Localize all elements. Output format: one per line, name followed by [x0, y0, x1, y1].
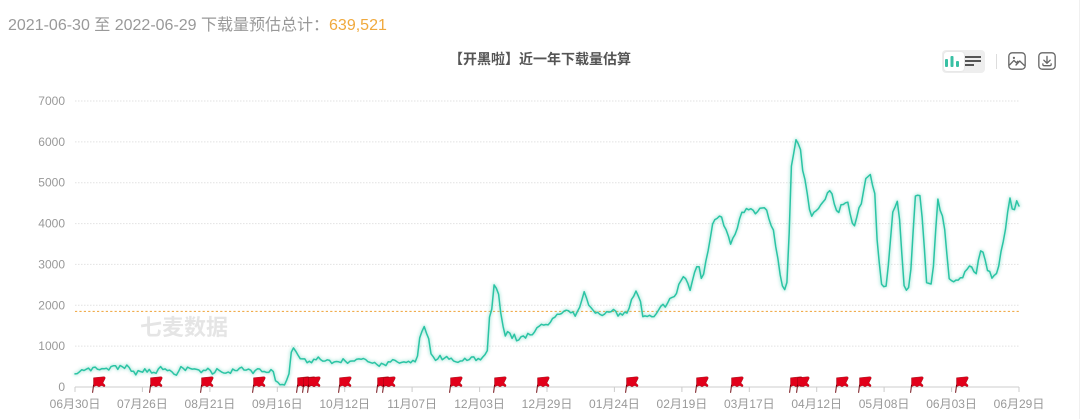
- svg-text:七麦数据: 七麦数据: [140, 315, 228, 340]
- svg-text:06月30日: 06月30日: [50, 397, 101, 411]
- svg-text:1000: 1000: [38, 339, 65, 353]
- svg-text:7000: 7000: [38, 94, 65, 108]
- svg-text:12月29日: 12月29日: [522, 397, 573, 411]
- svg-text:12月03日: 12月03日: [454, 397, 505, 411]
- svg-text:0: 0: [58, 380, 65, 394]
- svg-text:6000: 6000: [38, 135, 65, 149]
- svg-text:07月26日: 07月26日: [117, 397, 168, 411]
- svg-text:06月29日: 06月29日: [994, 397, 1045, 411]
- svg-text:06月03日: 06月03日: [926, 397, 977, 411]
- svg-text:11月07日: 11月07日: [387, 397, 437, 411]
- svg-text:10月12日: 10月12日: [319, 397, 370, 411]
- svg-text:09月16日: 09月16日: [252, 397, 303, 411]
- svg-text:01月24日: 01月24日: [589, 397, 640, 411]
- svg-text:2000: 2000: [38, 298, 65, 312]
- svg-text:5000: 5000: [38, 176, 65, 190]
- svg-text:3000: 3000: [38, 257, 65, 271]
- svg-text:02月19日: 02月19日: [657, 397, 708, 411]
- svg-text:04月12日: 04月12日: [791, 397, 842, 411]
- svg-text:4000: 4000: [38, 217, 65, 231]
- svg-text:08月21日: 08月21日: [185, 397, 236, 411]
- svg-text:03月17日: 03月17日: [724, 397, 775, 411]
- svg-text:05月08日: 05月08日: [859, 397, 910, 411]
